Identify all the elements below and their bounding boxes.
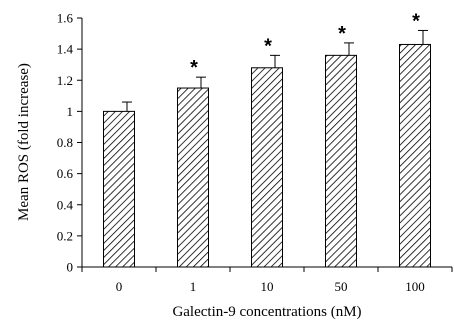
x-tick-label: 0 bbox=[116, 279, 123, 294]
bar bbox=[103, 110, 135, 268]
y-tick-label: 1.2 bbox=[57, 73, 73, 88]
x-tick-label: 50 bbox=[335, 279, 348, 294]
y-tick-label: 0.6 bbox=[57, 166, 74, 181]
x-axis-label: Galectin-9 concentrations (nM) bbox=[172, 304, 361, 320]
significance-marker: * bbox=[412, 10, 420, 32]
y-axis-label: Mean ROS (fold increase) bbox=[16, 63, 32, 221]
y-tick-label: 0 bbox=[67, 260, 74, 275]
bar bbox=[325, 54, 357, 268]
bar bbox=[177, 87, 209, 268]
y-tick-label: 1.6 bbox=[57, 11, 74, 26]
y-tick-label: 0.2 bbox=[57, 228, 73, 243]
bar bbox=[251, 67, 283, 268]
significance-marker: * bbox=[190, 57, 198, 79]
y-tick-label: 0.8 bbox=[57, 135, 73, 150]
significance-marker: * bbox=[338, 23, 346, 45]
x-tick-label: 1 bbox=[190, 279, 197, 294]
y-tick-label: 1.4 bbox=[57, 42, 74, 57]
x-tick-label: 100 bbox=[405, 279, 425, 294]
significance-marker: * bbox=[264, 35, 272, 57]
y-tick-label: 1 bbox=[67, 104, 74, 119]
x-tick-label: 10 bbox=[261, 279, 274, 294]
y-tick-label: 0.4 bbox=[57, 197, 74, 212]
bar bbox=[399, 43, 431, 268]
